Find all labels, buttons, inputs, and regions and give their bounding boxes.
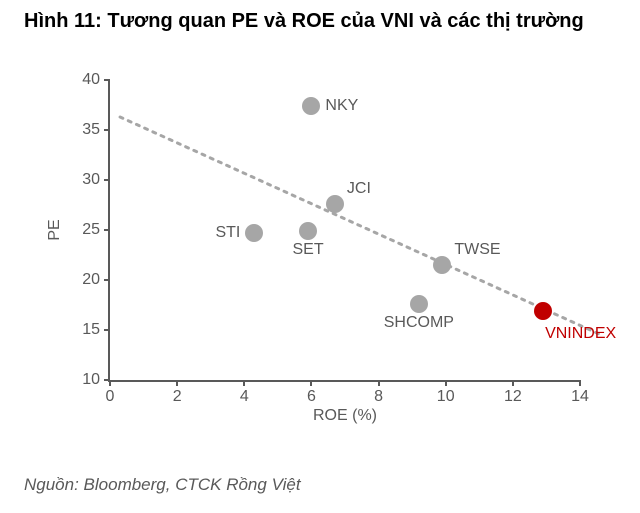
- y-tick: [104, 179, 110, 181]
- data-point-vnindex: [534, 302, 552, 320]
- x-tick-label: 4: [240, 388, 249, 406]
- y-tick-label: 10: [82, 371, 100, 389]
- data-label-shcomp: SHCOMP: [384, 314, 454, 332]
- trend-line: [110, 80, 580, 380]
- x-tick: [445, 380, 447, 386]
- x-tick-label: 12: [504, 388, 522, 406]
- x-axis-label: ROE (%): [313, 407, 377, 425]
- y-tick-label: 35: [82, 121, 100, 139]
- x-tick: [243, 380, 245, 386]
- x-tick-label: 10: [437, 388, 455, 406]
- x-tick: [512, 380, 514, 386]
- data-point-shcomp: [410, 295, 428, 313]
- y-tick-label: 25: [82, 221, 100, 239]
- x-tick-label: 2: [173, 388, 182, 406]
- x-tick-label: 8: [374, 388, 383, 406]
- y-tick: [104, 129, 110, 131]
- y-tick: [104, 229, 110, 231]
- data-point-set: [299, 222, 317, 240]
- chart-title: Hình 11: Tương quan PE và ROE của VNI và…: [24, 10, 584, 33]
- x-tick-label: 14: [571, 388, 589, 406]
- y-axis-label: PE: [46, 219, 64, 240]
- y-tick-label: 40: [82, 71, 100, 89]
- source-text: Nguồn: Bloomberg, CTCK Rồng Việt: [24, 475, 301, 495]
- x-tick: [378, 380, 380, 386]
- data-label-set: SET: [293, 241, 324, 259]
- data-label-vnindex: VNINDEX: [545, 325, 616, 343]
- x-tick: [109, 380, 111, 386]
- data-label-twse: TWSE: [454, 241, 500, 259]
- x-tick: [310, 380, 312, 386]
- plot-area: PE ROE (%) 1015202530354002468101214NKYJ…: [108, 80, 580, 382]
- x-tick-label: 6: [307, 388, 316, 406]
- data-point-nky: [302, 97, 320, 115]
- y-tick: [104, 329, 110, 331]
- data-label-sti: STI: [215, 224, 240, 242]
- data-label-jci: JCI: [347, 180, 371, 198]
- x-tick-label: 0: [106, 388, 115, 406]
- chart: PE ROE (%) 10 15 20 25 30 35 40 0 2 4 6 8 10 12 14 NKY J…: [40, 60, 600, 440]
- y-tick-label: 15: [82, 321, 100, 339]
- y-tick: [104, 279, 110, 281]
- data-label-nky: NKY: [325, 97, 358, 115]
- x-tick: [579, 380, 581, 386]
- y-tick-label: 30: [82, 171, 100, 189]
- data-point-sti: [245, 224, 263, 242]
- y-tick-label: 20: [82, 271, 100, 289]
- y-tick: [104, 79, 110, 81]
- x-tick: [176, 380, 178, 386]
- data-point-jci: [326, 195, 344, 213]
- data-point-twse: [433, 256, 451, 274]
- page: Hình 11: Tương quan PE và ROE của VNI và…: [0, 0, 640, 513]
